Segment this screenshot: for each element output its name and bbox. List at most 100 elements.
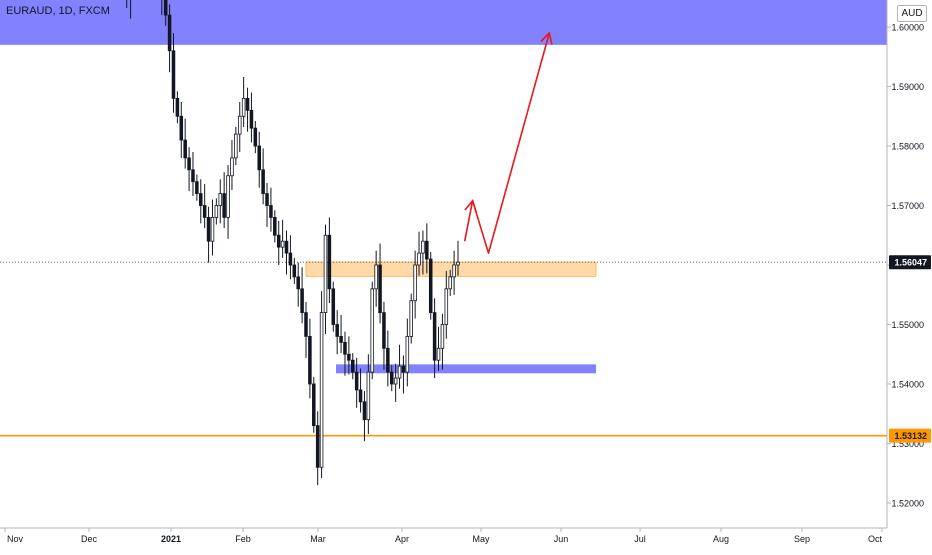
- candle-body: [300, 288, 304, 313]
- candle-body: [315, 425, 320, 468]
- candle-body: [382, 312, 386, 349]
- candle-body: [199, 193, 203, 206]
- x-tick-label: Jul: [634, 534, 646, 544]
- y-tick-label: 1.57000: [891, 201, 924, 211]
- candle-body: [362, 401, 367, 421]
- candle-body: [366, 371, 371, 421]
- candle-body: [421, 240, 425, 254]
- candle-body: [276, 234, 281, 248]
- x-tick-label: Jun: [554, 534, 569, 544]
- candle-body: [218, 193, 223, 206]
- candle-body: [413, 264, 417, 302]
- candle-body: [269, 205, 273, 218]
- candle-body: [452, 264, 456, 278]
- candle-body: [280, 240, 285, 248]
- candle-body: [397, 365, 402, 379]
- candle-body: [456, 261, 460, 266]
- candle-body: [179, 115, 184, 141]
- horizontal-level-tag: 1.53132: [894, 431, 927, 441]
- candle-body: [195, 181, 199, 194]
- candle-body: [393, 377, 398, 385]
- candle-body: [284, 240, 289, 254]
- candle-body: [428, 258, 433, 313]
- candle-body: [292, 264, 297, 278]
- candle-body: [335, 324, 339, 337]
- candle-body: [237, 115, 242, 135]
- candle-body: [319, 312, 324, 468]
- candle-body: [249, 109, 254, 129]
- candle-body: [323, 234, 328, 313]
- x-tick-label: Dec: [81, 534, 98, 544]
- y-tick-label: 1.58000: [891, 142, 924, 152]
- candle-body: [175, 98, 180, 117]
- candle-body: [183, 139, 187, 159]
- candle-body: [222, 193, 226, 218]
- candle-body: [206, 216, 211, 242]
- candle-body: [241, 98, 246, 117]
- candle-body: [409, 300, 413, 337]
- candle-body: [167, 14, 172, 52]
- current-price-tag-bg: [889, 255, 931, 270]
- candle-body: [444, 288, 449, 325]
- candle-body: [265, 193, 269, 206]
- candle-body: [347, 353, 351, 361]
- candle-body: [261, 169, 265, 195]
- candle-body: [171, 50, 176, 99]
- y-tick-label: 1.54000: [891, 380, 924, 390]
- candle-body: [405, 335, 410, 373]
- x-tick-label: Aug: [713, 534, 729, 544]
- y-tick-label: 1.59000: [891, 82, 924, 92]
- candle-body: [432, 312, 437, 361]
- candle-body: [234, 133, 238, 159]
- x-tick-label: May: [472, 534, 490, 544]
- candle-body: [351, 359, 355, 373]
- horizontal-level-tag-bg: [889, 428, 931, 443]
- candle-body: [354, 371, 359, 391]
- currency-label[interactable]: AUD: [897, 5, 927, 22]
- candle-body: [417, 252, 421, 266]
- candle-body: [440, 324, 445, 349]
- y-tick-label: 1.52000: [891, 499, 924, 509]
- zone-resistance: [0, 0, 887, 45]
- x-tick-label: Nov: [7, 534, 24, 544]
- candle-body: [425, 240, 429, 260]
- y-tick-label: 1.60000: [891, 23, 924, 33]
- candle-body: [230, 157, 234, 177]
- candle-body: [273, 216, 277, 236]
- symbol-label: EURAUD, 1D, FXCM: [6, 5, 110, 17]
- projection-path: [463, 32, 551, 254]
- candle-body: [191, 169, 195, 183]
- projection-arrowhead: [464, 199, 478, 213]
- candle-body: [308, 335, 312, 385]
- candle-body: [210, 216, 215, 242]
- candle-body: [343, 341, 347, 355]
- candle-body: [257, 145, 261, 171]
- candle-body: [386, 347, 390, 373]
- x-tick-label: 2021: [161, 534, 181, 544]
- y-tick-label: 1.55000: [891, 320, 924, 330]
- candle-body: [327, 234, 332, 290]
- candle-body: [296, 276, 300, 290]
- levels-layer: [0, 261, 887, 437]
- candle-body: [331, 288, 336, 325]
- candle-body: [253, 127, 258, 147]
- candle-body: [304, 312, 308, 337]
- candle-body: [202, 205, 207, 218]
- zone-supply: [305, 261, 597, 277]
- price-axis-panel: [887, 0, 932, 550]
- candle-body: [374, 264, 378, 290]
- candle-body: [312, 383, 316, 427]
- candle-body: [226, 175, 230, 218]
- projection-arrowhead: [540, 31, 553, 45]
- candle-body: [214, 205, 219, 218]
- zone-demand: [336, 364, 596, 374]
- candle-body: [370, 288, 375, 373]
- zones-layer: [0, 0, 887, 374]
- candle-body: [436, 347, 441, 361]
- candle-body: [288, 252, 293, 266]
- y-tick-label: 1.53000: [891, 439, 924, 449]
- candle-body: [163, 0, 168, 16]
